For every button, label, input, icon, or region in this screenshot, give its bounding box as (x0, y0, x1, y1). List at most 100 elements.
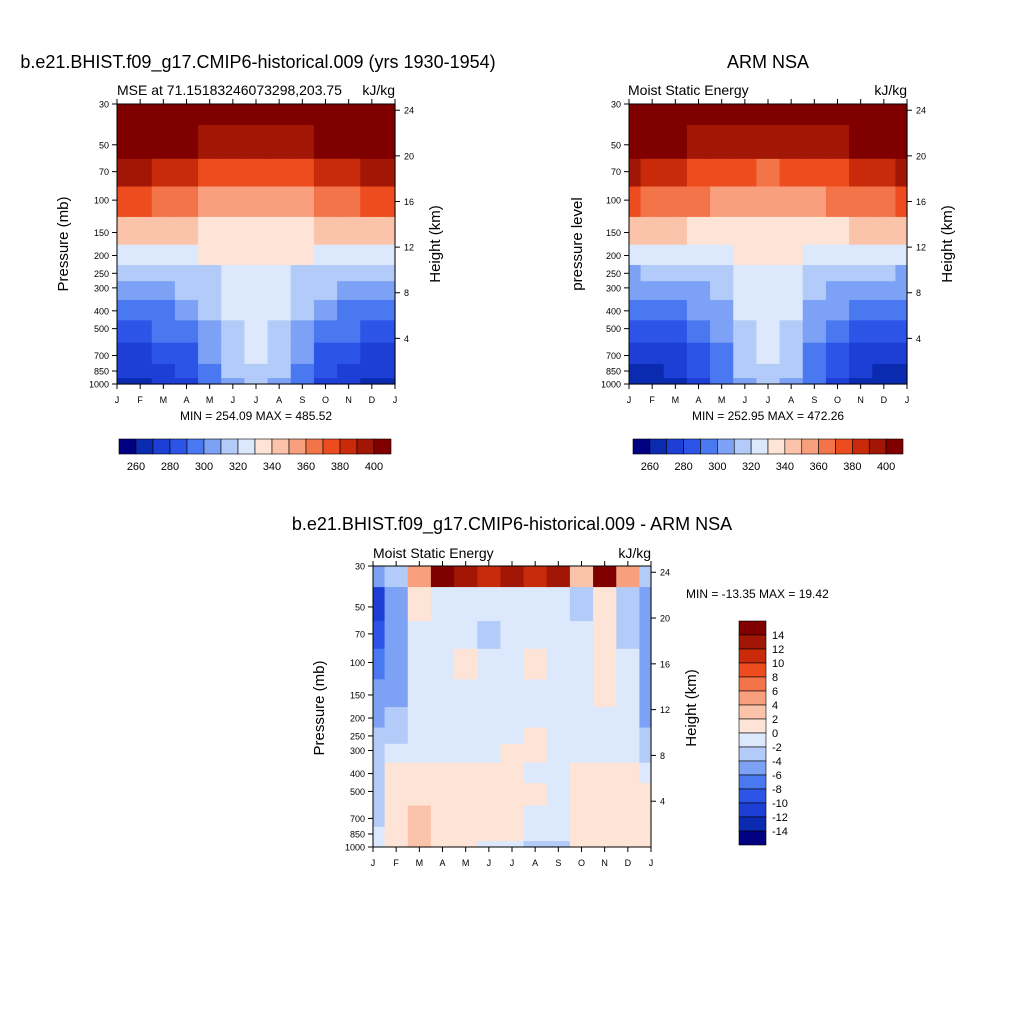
contour-cell (174, 363, 199, 379)
contour-cell (733, 280, 758, 300)
y-tick-labels: 30 50 70 100 150 200 250 300 400 500 700 850 1000 (89, 100, 117, 390)
colorbar-swatch (885, 438, 904, 455)
colorbar-swatch (118, 438, 137, 455)
x-tick-label: J (371, 858, 376, 868)
contour-cell (593, 566, 617, 588)
contour-cell (710, 185, 734, 217)
contour-cell (267, 124, 292, 159)
contour-cell (779, 319, 804, 343)
contour-cell (174, 104, 199, 125)
contour-cell (825, 363, 850, 379)
colorbar-label: 280 (161, 461, 179, 473)
contour-cell (569, 743, 594, 763)
y-tick-label: 1000 (601, 380, 621, 390)
y-tick-label: 50 (355, 602, 365, 612)
x-tick-label: M (160, 395, 168, 405)
contour-cell (477, 706, 502, 728)
colorbar-swatch (738, 704, 767, 720)
contour-cell (872, 185, 897, 217)
contour-cell (569, 804, 594, 827)
x-tick-label: F (649, 395, 655, 405)
x-tick-label: M (416, 858, 424, 868)
y-tick-label: 50 (99, 140, 109, 150)
contour-cell (686, 104, 711, 125)
contour-cell (221, 244, 246, 265)
colorbar-label: -8 (772, 784, 782, 796)
contour-cell (546, 743, 571, 763)
contour-cell (407, 566, 432, 588)
contour-cell (593, 620, 617, 649)
contour-cell (198, 124, 222, 159)
contour-cell (710, 319, 734, 343)
contour-cell (290, 216, 315, 245)
contour-cell (616, 648, 641, 680)
contour-cell (523, 620, 548, 649)
contour-cell (546, 804, 571, 827)
colorbar-swatch (254, 438, 273, 455)
contour-cell (593, 840, 617, 848)
colorbar-swatch (135, 438, 154, 455)
contour-cell (639, 782, 652, 806)
contour-cell (267, 216, 292, 245)
contour-cell (629, 185, 642, 217)
contour-cell (639, 620, 652, 649)
contour-cell (593, 782, 617, 806)
contour-cell (151, 185, 176, 217)
contour-cell (454, 620, 478, 649)
colorbar-label: -10 (772, 798, 788, 810)
contour-cell (151, 299, 176, 321)
contour-cell (383, 319, 396, 343)
contour-field (629, 104, 908, 385)
contour-cell (313, 216, 338, 245)
height-tick-label: 20 (404, 151, 414, 161)
contour-cell (454, 726, 478, 744)
x-tick-label: A (183, 395, 189, 405)
x-tick-label: O (834, 395, 841, 405)
contour-cell (629, 216, 642, 245)
contour-cell (267, 363, 292, 379)
contour-cell (373, 678, 386, 708)
contour-cell (849, 264, 873, 282)
contour-cell (117, 158, 130, 187)
contour-cell (198, 104, 222, 125)
contour-cell (663, 377, 688, 385)
x-tick-label: N (601, 858, 608, 868)
contour-cell (290, 377, 315, 385)
contour-cell (779, 280, 804, 300)
min-max-stats: MIN = 252.95 MAX = 472.26 (692, 409, 844, 423)
colorbar-label: 6 (772, 686, 778, 698)
contour-cell (360, 124, 385, 159)
x-tick-label: A (439, 858, 445, 868)
y-tick-label: 400 (350, 769, 365, 779)
contour-field (373, 566, 652, 848)
contour-cell (267, 377, 292, 385)
contour-cell (151, 216, 176, 245)
contour-cell (779, 124, 804, 159)
contour-cell (383, 363, 396, 379)
contour-cell (895, 104, 908, 125)
contour-cell (663, 244, 688, 265)
contour-cell (477, 762, 502, 784)
contour-cell (384, 762, 409, 784)
contour-cell (895, 244, 908, 265)
y-axis-label: pressure level (569, 197, 586, 290)
contour-cell (221, 216, 246, 245)
contour-cell (710, 124, 734, 159)
contour-cell (267, 280, 292, 300)
contour-cell (895, 158, 908, 187)
y-tick-label: 250 (350, 731, 365, 741)
contour-cell (198, 280, 222, 300)
contour-cell (151, 377, 176, 385)
contour-cell (802, 377, 827, 385)
contour-cell (290, 185, 315, 217)
contour-cell (802, 280, 827, 300)
contour-cell (500, 826, 525, 842)
contour-cell (849, 363, 873, 379)
contour-cell (593, 678, 617, 708)
contour-cell (663, 264, 688, 282)
colorbar-swatch (738, 760, 767, 776)
contour-cell (383, 124, 396, 159)
contour-cell (454, 840, 478, 848)
contour-cell (872, 363, 897, 379)
y-tick-label: 700 (94, 351, 109, 361)
